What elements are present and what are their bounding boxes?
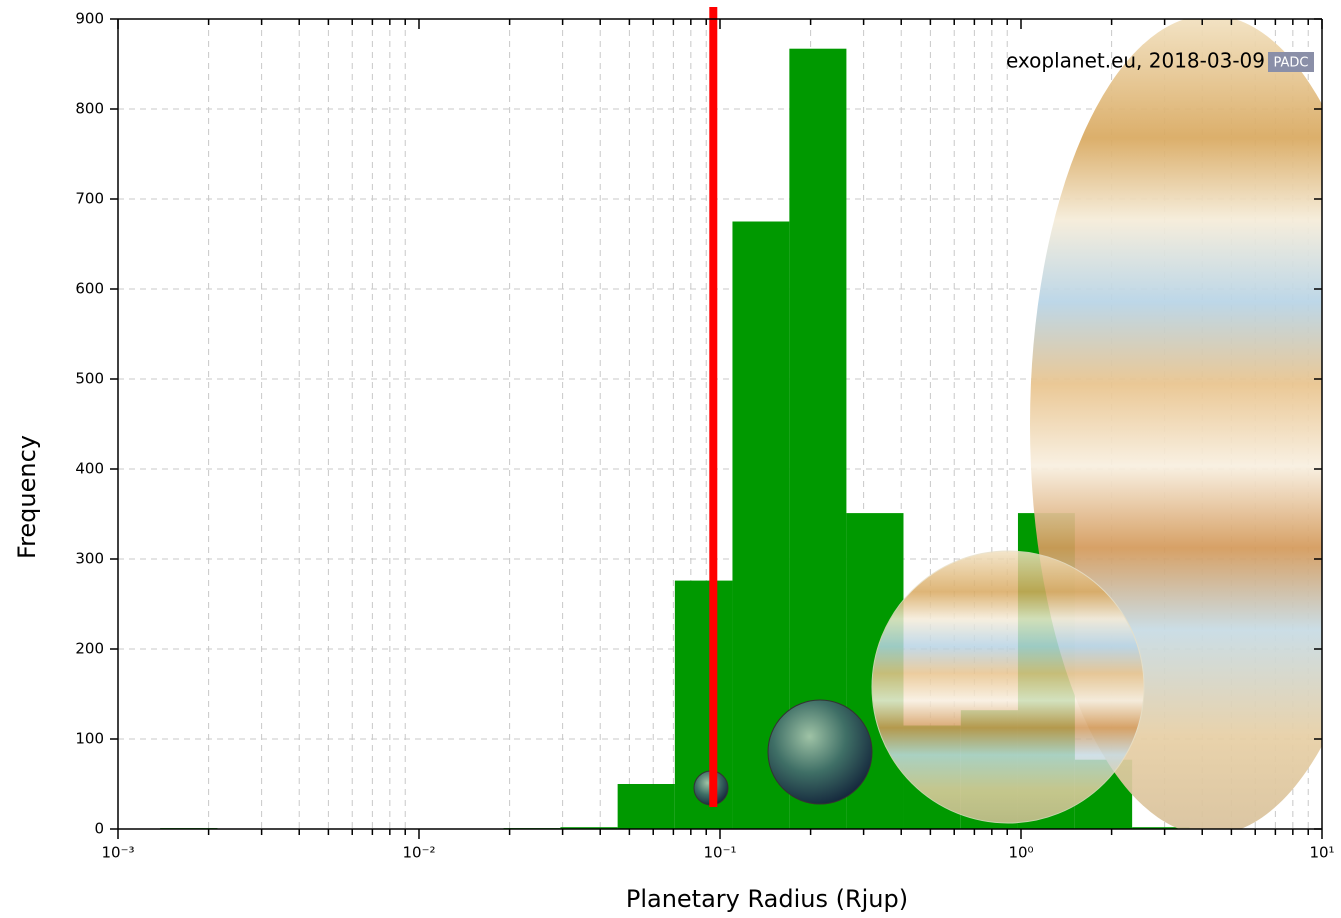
reference-line	[709, 7, 717, 807]
y-tick-label: 900	[75, 10, 104, 28]
y-axis-label: Frequency	[13, 435, 41, 559]
badge: PADC	[1274, 56, 1309, 71]
x-tick-label: 10⁰	[1008, 844, 1033, 862]
x-tick-label: 10⁻³	[101, 844, 134, 862]
y-tick-label: 0	[94, 820, 104, 838]
bar	[618, 784, 675, 829]
x-tick-label: 10¹	[1309, 844, 1334, 862]
y-tick-label: 800	[75, 100, 104, 118]
chart: 0 100 200 300 400 500 600 700 800 900 10⁻³ 10⁻² 10⁻¹…	[0, 0, 1341, 918]
y-tick-label: 500	[75, 370, 104, 388]
jupiter-medium	[872, 551, 1144, 823]
annotation: exoplanet.eu, 2018-03-09	[1006, 49, 1265, 73]
y-tick-label: 300	[75, 550, 104, 568]
y-tick-label: 400	[75, 460, 104, 478]
y-tick-label: 600	[75, 280, 104, 298]
earth-large	[768, 700, 872, 804]
y-tick-label: 700	[75, 190, 104, 208]
x-tick-label: 10⁻¹	[703, 844, 736, 862]
y-tick-label: 200	[75, 640, 104, 658]
x-axis-label: Planetary Radius (Rjup)	[626, 885, 908, 913]
y-tick-label: 100	[75, 730, 104, 748]
x-tick-label: 10⁻²	[402, 844, 435, 862]
